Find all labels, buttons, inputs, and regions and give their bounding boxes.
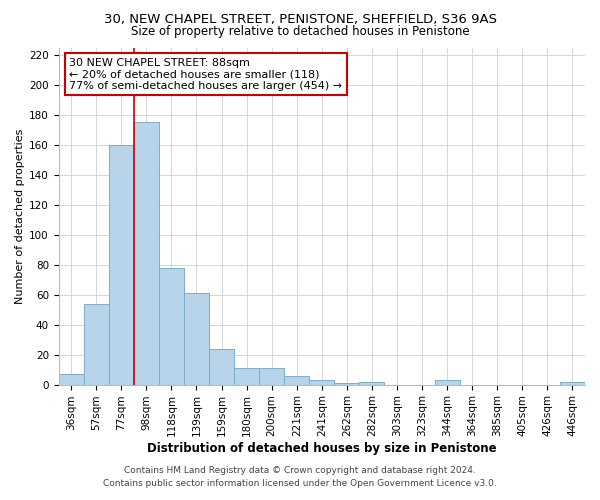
Bar <box>434 380 460 384</box>
Bar <box>59 374 84 384</box>
Bar <box>234 368 259 384</box>
Bar <box>159 268 184 384</box>
Text: Size of property relative to detached houses in Penistone: Size of property relative to detached ho… <box>131 25 469 38</box>
Text: 30, NEW CHAPEL STREET, PENISTONE, SHEFFIELD, S36 9AS: 30, NEW CHAPEL STREET, PENISTONE, SHEFFI… <box>104 12 497 26</box>
Bar <box>134 122 159 384</box>
Bar <box>284 376 309 384</box>
Bar <box>309 380 334 384</box>
Bar <box>209 348 234 384</box>
X-axis label: Distribution of detached houses by size in Penistone: Distribution of detached houses by size … <box>147 442 497 455</box>
Bar <box>109 145 134 384</box>
Bar <box>359 382 385 384</box>
Bar <box>334 383 359 384</box>
Bar <box>84 304 109 384</box>
Bar <box>184 293 209 384</box>
Bar <box>560 382 585 384</box>
Text: Contains HM Land Registry data © Crown copyright and database right 2024.
Contai: Contains HM Land Registry data © Crown c… <box>103 466 497 487</box>
Text: 30 NEW CHAPEL STREET: 88sqm
← 20% of detached houses are smaller (118)
77% of se: 30 NEW CHAPEL STREET: 88sqm ← 20% of det… <box>69 58 342 91</box>
Y-axis label: Number of detached properties: Number of detached properties <box>15 128 25 304</box>
Bar <box>259 368 284 384</box>
